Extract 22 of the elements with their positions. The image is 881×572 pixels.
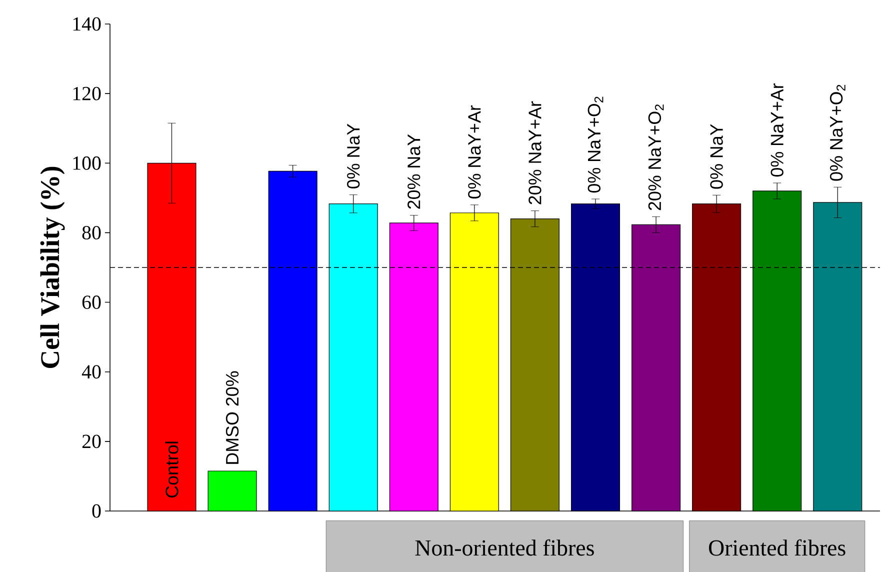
x-tick-label: 0% NaY [710, 124, 723, 189]
y-tick-label: 0 [92, 504, 101, 518]
x-tick-label: 0% NaY+Ar [770, 83, 784, 177]
x-tick-label: 0% NaY+O$_{2}$ [588, 96, 604, 193]
y-axis-title: Cell Viability (%) [40, 166, 65, 368]
x-tick-label: 0% NaY [346, 124, 360, 188]
y-tick-label: 60 [82, 296, 101, 309]
y-tick-label: 20 [82, 434, 101, 448]
x-tick-label: 20% NaY [408, 134, 420, 209]
text: Oriented fibres [709, 539, 846, 556]
y-tick-label: 120 [73, 86, 101, 100]
y-tick-label: 80 [82, 226, 101, 240]
y-tick-label: 140 [73, 17, 101, 31]
x-tick-label: 20% NaY+O$_{2}$ [648, 104, 664, 210]
x-tick-label: 0% NaY+Ar [468, 105, 481, 198]
x-tick-label: Control [165, 442, 178, 498]
y-tick-label: 100 [73, 156, 101, 170]
text: Non-oriented fibres [415, 539, 594, 556]
x-tick-label: DMSO 20% [226, 371, 239, 464]
y-tick-label: 40 [82, 365, 101, 379]
x-tick-label: 0% NaY+O$_{2}$ [830, 84, 846, 181]
x-tick-label: 20% NaY+Ar [528, 101, 542, 204]
